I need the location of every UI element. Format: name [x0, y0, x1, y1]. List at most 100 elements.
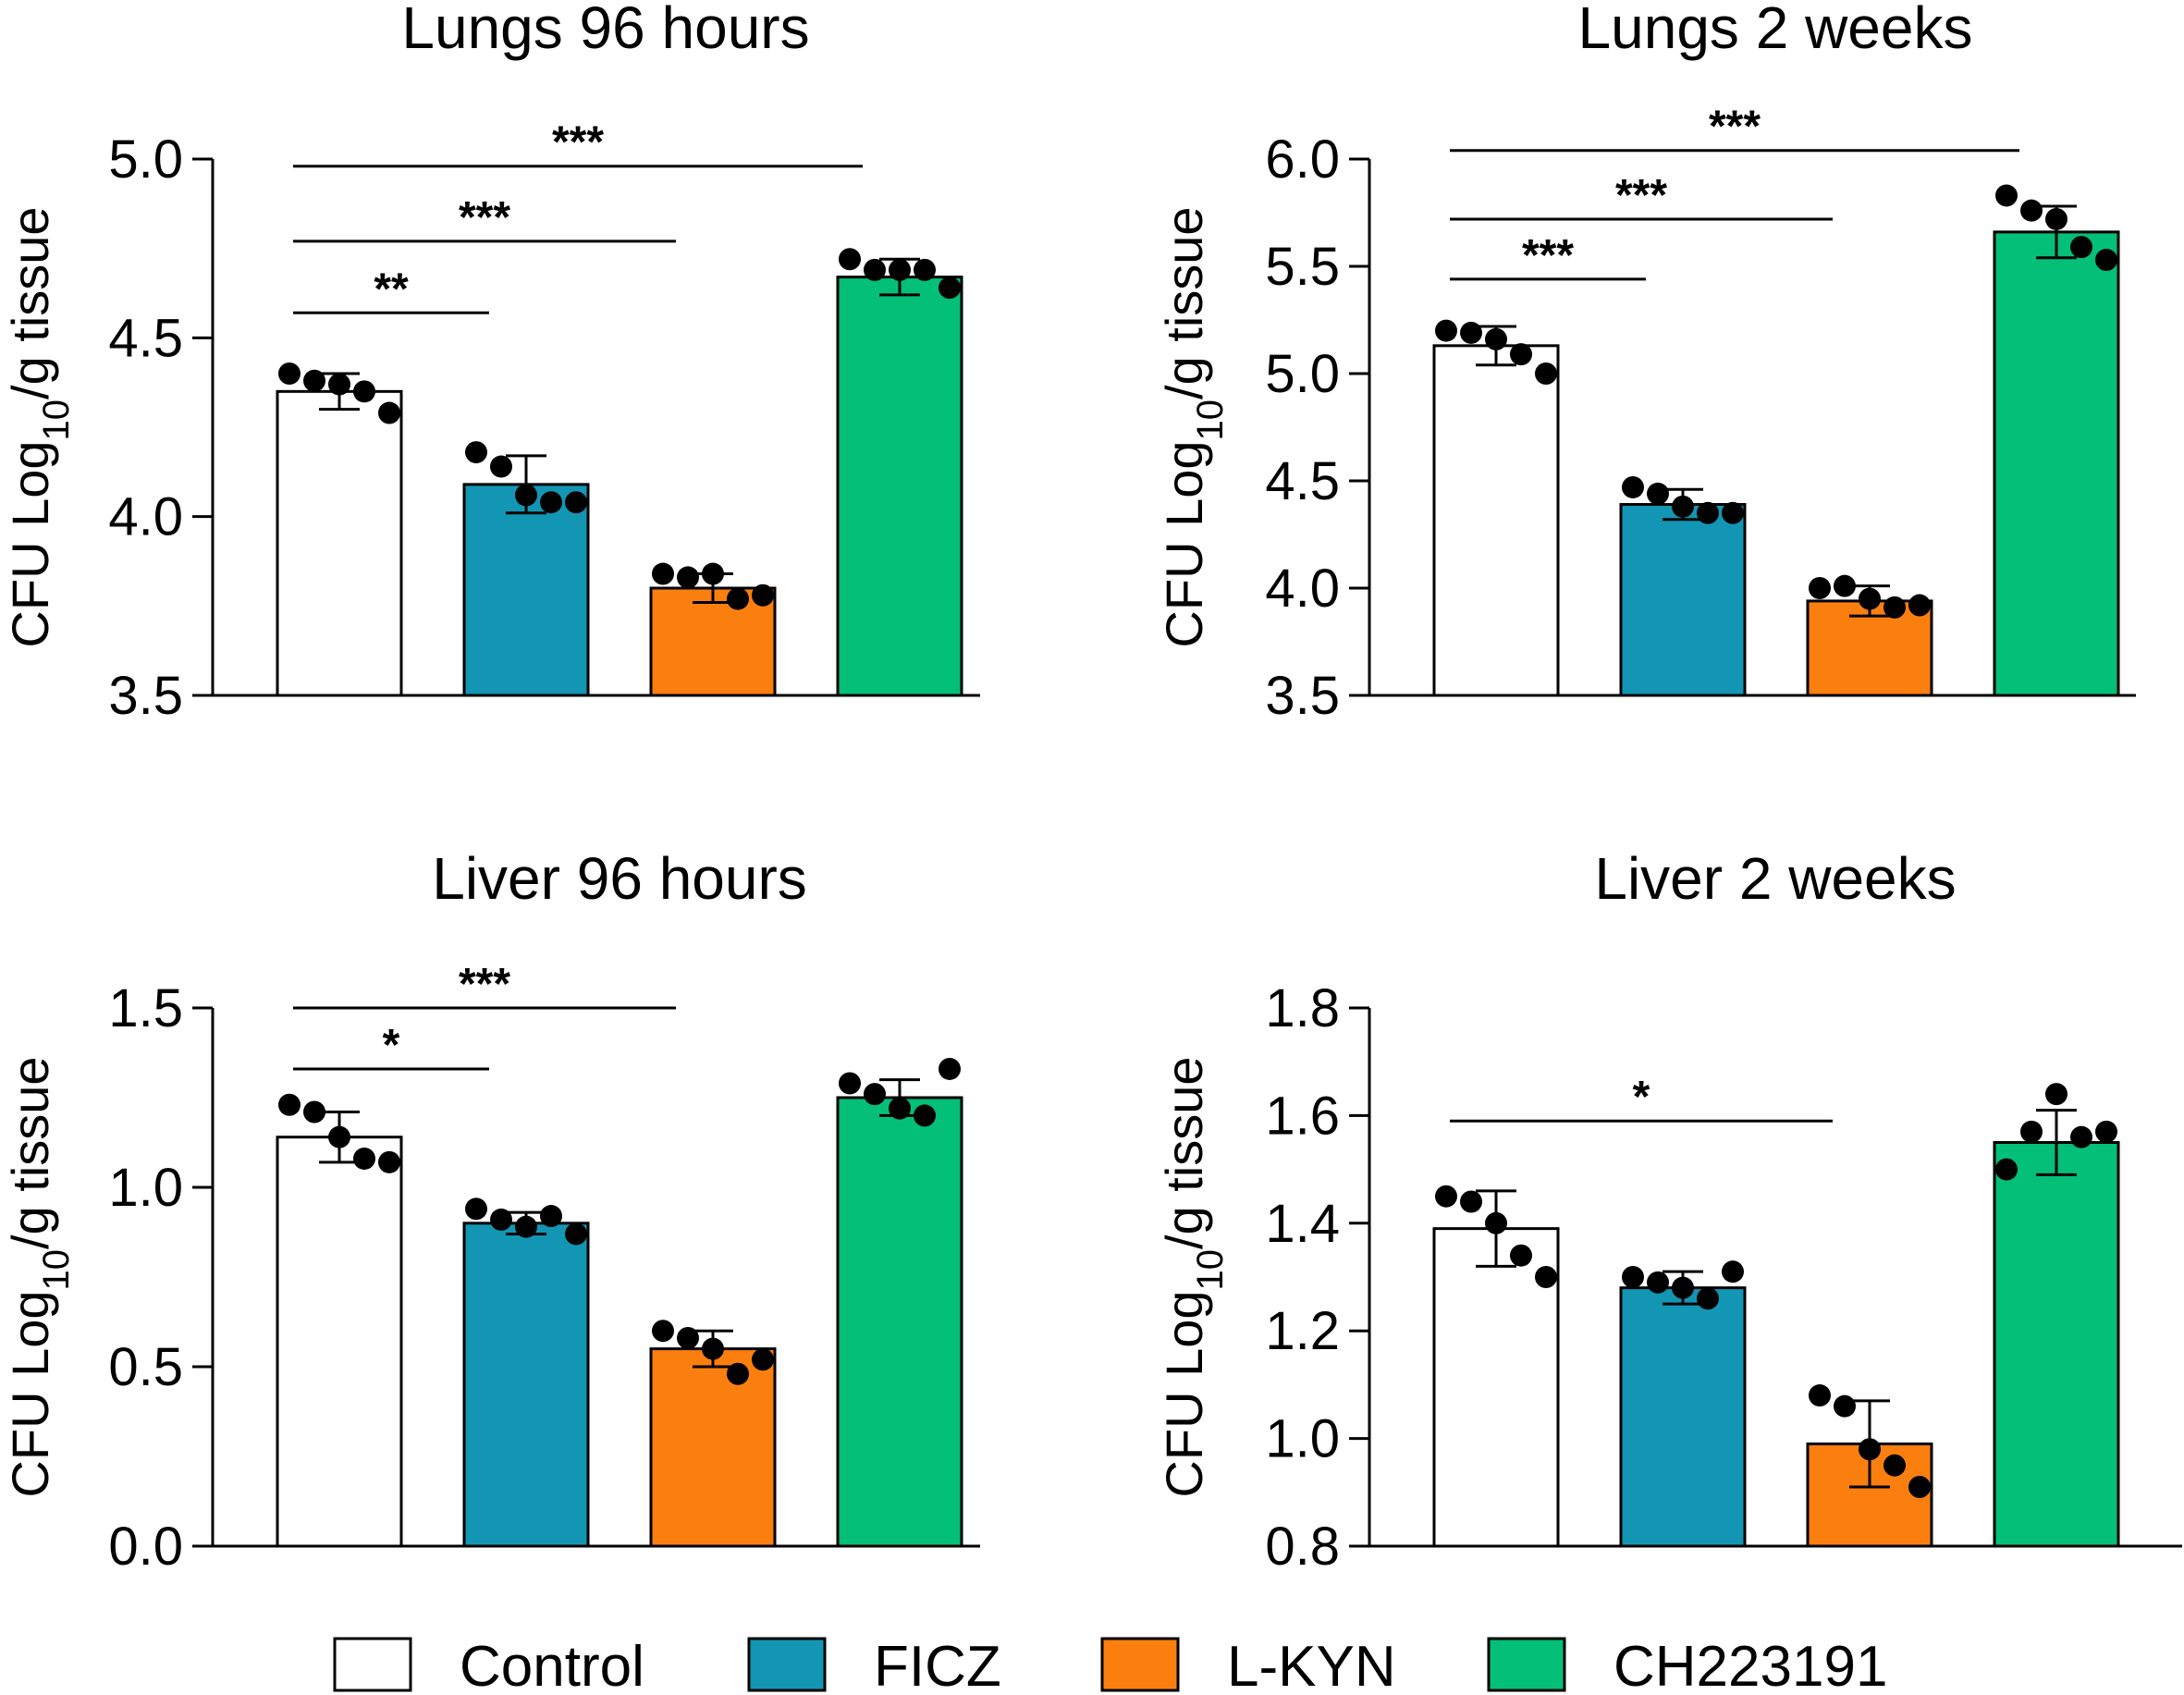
data-point-control	[1510, 343, 1532, 366]
chart-title: Liver 2 weeks	[1594, 845, 1956, 912]
data-point-l-kyn	[652, 562, 674, 585]
data-point-ficz	[1722, 501, 1744, 524]
y-tick-label: 1.0	[1265, 1409, 1340, 1469]
data-point-ch223191	[2045, 207, 2067, 230]
bar-ficz	[462, 1222, 590, 1548]
data-point-ch223191	[2020, 1120, 2043, 1143]
bar-control	[1432, 344, 1560, 697]
y-tick-label: 0.0	[108, 1517, 183, 1577]
data-point-ch223191	[2045, 1083, 2067, 1106]
y-axis-label-tail: /g tissue	[1, 206, 59, 399]
y-axis-label-subscript: 10	[36, 1249, 77, 1291]
data-point-l-kyn	[702, 1337, 724, 1360]
data-point-ch223191	[939, 276, 961, 300]
data-point-ficz	[540, 491, 562, 514]
y-axis-label: CFU Log10/g tissue	[1155, 206, 1231, 647]
y-axis-label-main: CFU Log	[1, 1290, 59, 1497]
legend-label-control: Control	[460, 1635, 644, 1695]
data-point-ficz	[465, 441, 487, 464]
data-point-ch223191	[1995, 1158, 2018, 1181]
significance-label: ***	[1522, 231, 1574, 280]
y-tick-label: 6.0	[1265, 129, 1340, 190]
y-axis-label: CFU Log10/g tissue	[1, 1056, 77, 1497]
y-tick-label: 1.8	[1265, 978, 1340, 1038]
data-point-ficz	[565, 1222, 587, 1246]
data-point-ficz	[1647, 1271, 1669, 1294]
data-point-ficz	[515, 1215, 537, 1238]
data-point-l-kyn	[1809, 577, 1831, 599]
data-point-ficz	[1672, 1276, 1694, 1299]
y-axis-label-tail: /g tissue	[1, 1056, 59, 1249]
data-point-ficz	[1697, 1287, 1719, 1310]
data-point-ch223191	[939, 1057, 961, 1080]
data-point-control	[328, 373, 350, 396]
data-point-ch223191	[914, 258, 936, 281]
data-point-l-kyn	[652, 1320, 674, 1343]
data-point-control	[278, 1093, 301, 1116]
legend-swatch-ch223191	[1487, 1637, 1566, 1692]
bar-control	[276, 389, 403, 697]
y-tick-label: 5.5	[1265, 237, 1340, 297]
legend: Control FICZ L-KYN CH223191	[333, 1635, 1887, 1695]
y-tick-label: 1.4	[1265, 1194, 1340, 1254]
data-point-ficz	[1697, 501, 1719, 524]
bar-ch223191	[1993, 1141, 2120, 1548]
data-point-ficz	[565, 491, 587, 514]
data-point-ficz	[1722, 1260, 1744, 1284]
data-point-ch223191	[1995, 184, 2018, 207]
y-axis-label-main: CFU Log	[1155, 440, 1213, 647]
significance-label: *	[383, 1021, 400, 1070]
y-tick-label: 4.0	[108, 487, 183, 547]
data-point-control	[1535, 1266, 1557, 1288]
data-point-control	[353, 380, 375, 403]
bar-ficz	[1619, 503, 1747, 697]
y-axis-label-tail: /g tissue	[1155, 1056, 1213, 1249]
y-axis-label: CFU Log10/g tissue	[1, 206, 77, 647]
y-tick-label: 1.6	[1265, 1086, 1340, 1146]
data-point-l-kyn	[1834, 574, 1856, 597]
data-point-control	[378, 1150, 400, 1173]
y-tick-label: 4.5	[108, 308, 183, 368]
panel-liver-2w: Liver 2 weeks CFU Log10/g tissue 0.8 1.0 1.2…	[1155, 845, 2182, 1577]
panel-lungs-96h: Lungs 96 hours CFU Log10/g tissue 3.5 4.0 4.…	[1, 0, 980, 726]
chart-title: Liver 96 hours	[432, 845, 807, 912]
data-point-ch223191	[2020, 199, 2043, 222]
data-point-l-kyn	[677, 566, 699, 589]
y-axis-label-main: CFU Log	[1155, 1290, 1213, 1497]
data-point-ch223191	[864, 1083, 886, 1106]
data-point-ficz	[540, 1205, 562, 1228]
data-point-ch223191	[2095, 1120, 2117, 1143]
data-point-ch223191	[839, 1072, 861, 1095]
legend-label-ch223191: CH223191	[1613, 1635, 1887, 1695]
data-point-ficz	[490, 1208, 512, 1231]
data-point-l-kyn	[1859, 1438, 1881, 1461]
data-point-ch223191	[839, 248, 861, 271]
y-tick-label: 1.5	[108, 978, 183, 1038]
significance-label: ***	[1615, 171, 1667, 220]
significance-label: ***	[459, 960, 510, 1009]
data-point-l-kyn	[1809, 1384, 1831, 1407]
data-point-ficz	[1672, 495, 1694, 518]
legend-swatch-ficz	[747, 1637, 827, 1692]
data-point-l-kyn	[1908, 1475, 1931, 1498]
y-tick-label: 3.5	[108, 666, 183, 726]
bar-ch223191	[1993, 230, 2120, 697]
data-point-l-kyn	[1834, 1394, 1856, 1418]
significance-label: ***	[552, 118, 604, 167]
y-tick-label: 5.0	[1265, 344, 1340, 404]
data-point-control	[328, 1125, 350, 1148]
y-tick-label: 1.0	[108, 1158, 183, 1218]
y-tick-label: 0.5	[108, 1337, 183, 1397]
data-point-control	[1485, 1211, 1507, 1234]
y-axis-label-subscript: 10	[36, 399, 77, 441]
data-point-l-kyn	[727, 587, 749, 610]
significance-label: *	[1633, 1073, 1650, 1122]
data-point-control	[1460, 321, 1482, 344]
data-point-l-kyn	[1859, 587, 1881, 610]
data-point-l-kyn	[1883, 596, 1906, 619]
bar-ch223191	[836, 1096, 963, 1548]
data-point-ficz	[515, 484, 537, 507]
bar-l-kyn	[649, 1347, 777, 1548]
data-point-ficz	[1647, 482, 1669, 505]
panel-liver-96h: Liver 96 hours CFU Log10/g tissue 0.0 0.5 1.…	[1, 845, 980, 1577]
